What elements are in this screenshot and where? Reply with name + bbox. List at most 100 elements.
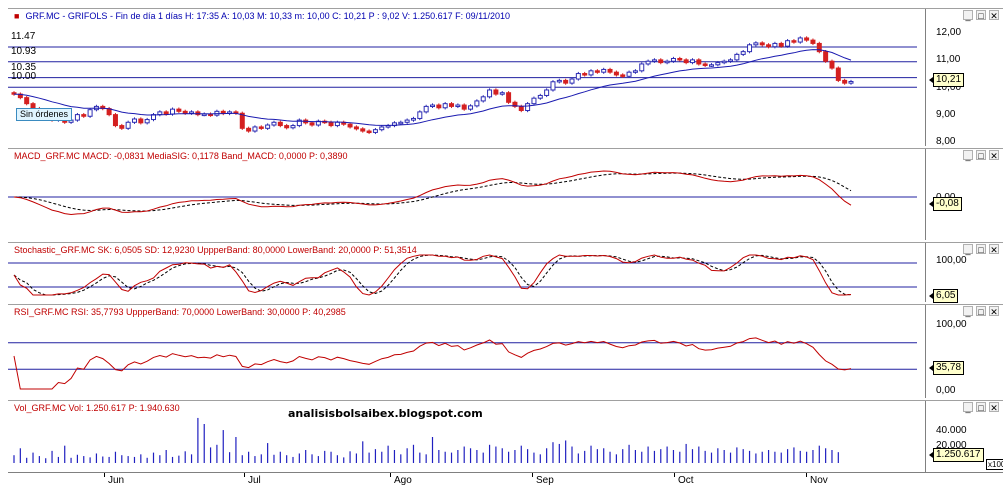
candle-body bbox=[556, 79, 562, 83]
candle-body bbox=[353, 126, 359, 130]
candle-body bbox=[702, 63, 708, 66]
price-ytick-12: 12,00 bbox=[936, 27, 962, 38]
candle-body bbox=[347, 123, 353, 128]
close-icon[interactable]: ✕ bbox=[989, 402, 999, 413]
candle-body bbox=[258, 126, 264, 129]
candle-body bbox=[594, 70, 600, 73]
volume-panel: Vol_GRF.MC Vol: 1.250.617 P: 1.940.630 _… bbox=[8, 400, 1003, 472]
maximize-icon[interactable]: □ bbox=[976, 306, 986, 317]
candle-body bbox=[810, 39, 816, 44]
candle-body bbox=[778, 42, 784, 47]
candle-body bbox=[87, 109, 93, 117]
candle-body bbox=[474, 100, 480, 107]
candle-body bbox=[734, 53, 740, 61]
candle-body bbox=[816, 42, 822, 53]
candle-body bbox=[753, 42, 759, 46]
candle-body bbox=[423, 105, 429, 113]
minimize-icon[interactable]: _ bbox=[963, 150, 973, 161]
price-current-value: 10,21 bbox=[928, 73, 965, 87]
maximize-icon[interactable]: □ bbox=[976, 150, 986, 161]
price-axis-separator bbox=[925, 9, 926, 146]
macd-chart[interactable] bbox=[8, 149, 1003, 241]
close-icon[interactable]: ✕ bbox=[989, 244, 999, 255]
hline-label-1035: 10.35 bbox=[11, 62, 37, 73]
candle-body bbox=[804, 37, 810, 41]
price-chart[interactable] bbox=[8, 9, 1003, 147]
candle-body bbox=[651, 59, 657, 62]
candle-body bbox=[455, 104, 461, 108]
stochastic-chart[interactable] bbox=[8, 243, 1003, 303]
candle-body bbox=[265, 124, 271, 129]
candle-body bbox=[125, 121, 131, 129]
volume-ytick-20000: 20.000 bbox=[936, 440, 967, 451]
maximize-icon[interactable]: □ bbox=[976, 244, 986, 255]
candle-body bbox=[721, 60, 727, 64]
minimize-icon[interactable]: _ bbox=[963, 10, 973, 21]
close-icon[interactable]: ✕ bbox=[989, 10, 999, 21]
candle-body bbox=[588, 70, 594, 76]
minimize-icon[interactable]: _ bbox=[963, 306, 973, 317]
maximize-icon[interactable]: □ bbox=[976, 10, 986, 21]
candle-body bbox=[766, 44, 772, 48]
candle-body bbox=[582, 73, 588, 76]
candle-body bbox=[170, 108, 176, 115]
candle-body bbox=[683, 59, 689, 64]
candle-body bbox=[449, 103, 455, 107]
month-tick bbox=[390, 473, 391, 477]
month-label-oct: Oct bbox=[678, 475, 694, 486]
candle-body bbox=[848, 80, 854, 84]
macd-panel: MACD_GRF.MC MACD: -0,0831 MediaSIG: 0,11… bbox=[8, 148, 1003, 240]
rsi-chart[interactable] bbox=[8, 305, 1003, 399]
rsi-current-value: 35,78 bbox=[928, 361, 965, 375]
volume-axis-separator bbox=[925, 401, 926, 472]
stochastic-current-value: 6,05 bbox=[928, 289, 959, 303]
candle-body bbox=[442, 103, 448, 109]
candle-body bbox=[563, 79, 569, 84]
candle-body bbox=[639, 63, 645, 72]
candle-body bbox=[569, 78, 575, 84]
price-ytick-9: 9,00 bbox=[936, 109, 956, 120]
orders-status-badge[interactable]: Sin órdenes bbox=[16, 108, 73, 121]
candle-body bbox=[430, 104, 435, 108]
volume-panel-title: Vol_GRF.MC Vol: 1.250.617 P: 1.940.630 bbox=[14, 403, 180, 413]
price-panel-window-buttons: _ □ ✕ bbox=[963, 10, 999, 21]
scale-badge[interactable]: x100 bbox=[986, 459, 1003, 470]
candle-body bbox=[436, 104, 442, 109]
candle-body bbox=[176, 108, 182, 112]
candle-body bbox=[468, 105, 474, 110]
candle-body bbox=[512, 101, 518, 107]
candle-body bbox=[632, 70, 638, 73]
rsi-line bbox=[13, 337, 852, 390]
minimize-icon[interactable]: _ bbox=[963, 402, 973, 413]
candle-body bbox=[246, 127, 252, 132]
stochastic-axis-separator bbox=[925, 243, 926, 302]
candle-body bbox=[379, 126, 385, 131]
candle-body bbox=[138, 118, 144, 124]
maximize-icon[interactable]: □ bbox=[976, 402, 986, 413]
price-panel: ■ GRF.MC - GRIFOLS - Fin de día 1 días H:… bbox=[8, 8, 1003, 147]
candle-body bbox=[696, 59, 702, 65]
minimize-icon[interactable]: _ bbox=[963, 244, 973, 255]
candle-body bbox=[785, 40, 791, 47]
stochastic-sk-line bbox=[13, 254, 852, 296]
candle-body bbox=[677, 57, 683, 61]
candle-body bbox=[772, 42, 778, 48]
macd-panel-title: MACD_GRF.MC MACD: -0,0831 MediaSIG: 0,11… bbox=[14, 151, 348, 161]
close-icon[interactable]: ✕ bbox=[989, 150, 999, 161]
candle-body bbox=[575, 73, 581, 80]
rsi-panel-window-buttons: _ □ ✕ bbox=[963, 306, 999, 317]
month-label-jun: Jun bbox=[108, 475, 125, 486]
candle-body bbox=[398, 121, 404, 125]
candle-body bbox=[759, 42, 765, 46]
candle-body bbox=[372, 129, 378, 133]
candle-body bbox=[550, 81, 556, 91]
price-panel-title: ■ GRF.MC - GRIFOLS - Fin de día 1 días H:… bbox=[14, 11, 511, 21]
candle-body bbox=[74, 114, 80, 121]
candle-body bbox=[537, 94, 543, 99]
candle-body bbox=[518, 105, 524, 112]
price-moving-average bbox=[13, 49, 852, 126]
close-icon[interactable]: ✕ bbox=[989, 306, 999, 317]
candle-body bbox=[544, 89, 550, 96]
volume-chart[interactable] bbox=[8, 401, 1003, 473]
candle-body bbox=[797, 37, 803, 43]
